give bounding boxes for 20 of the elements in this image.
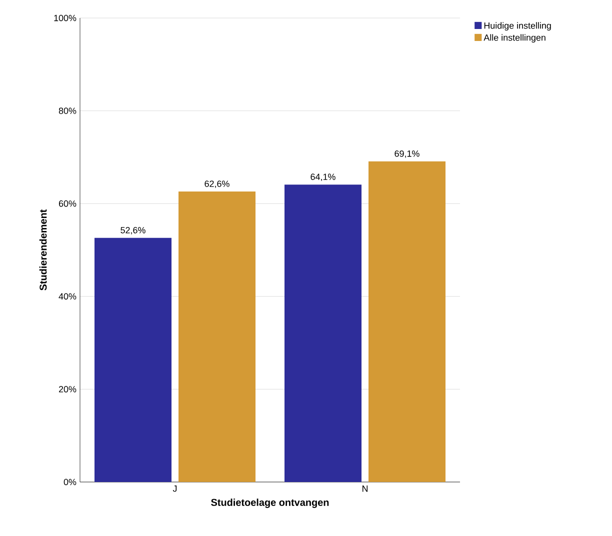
bar (284, 184, 362, 482)
bar (368, 161, 446, 482)
data-label: 52,6% (120, 227, 146, 234)
y-tick-label: 60% (58, 200, 76, 207)
y-tick-label: 100% (54, 14, 76, 22)
x-tick-label: J (172, 486, 177, 492)
data-label: 69,1% (394, 150, 420, 158)
legend-label: Huidige instelling (484, 22, 551, 31)
x-tick-label: N (362, 486, 368, 492)
legend-label: Alle instellingen (484, 34, 546, 43)
y-tick-label: 20% (58, 386, 76, 392)
y-tick-label: 80% (58, 108, 76, 114)
data-label: 62,6% (204, 180, 230, 188)
y-tick-label: 40% (58, 293, 76, 300)
bar (178, 192, 256, 482)
y-axis-title: Studierendement (39, 209, 47, 290)
y-tick-label: 0% (64, 478, 76, 486)
x-axis-title: Studietoelage ontvangen (211, 498, 329, 508)
data-label: 64,1% (310, 174, 336, 182)
bar (94, 238, 172, 482)
